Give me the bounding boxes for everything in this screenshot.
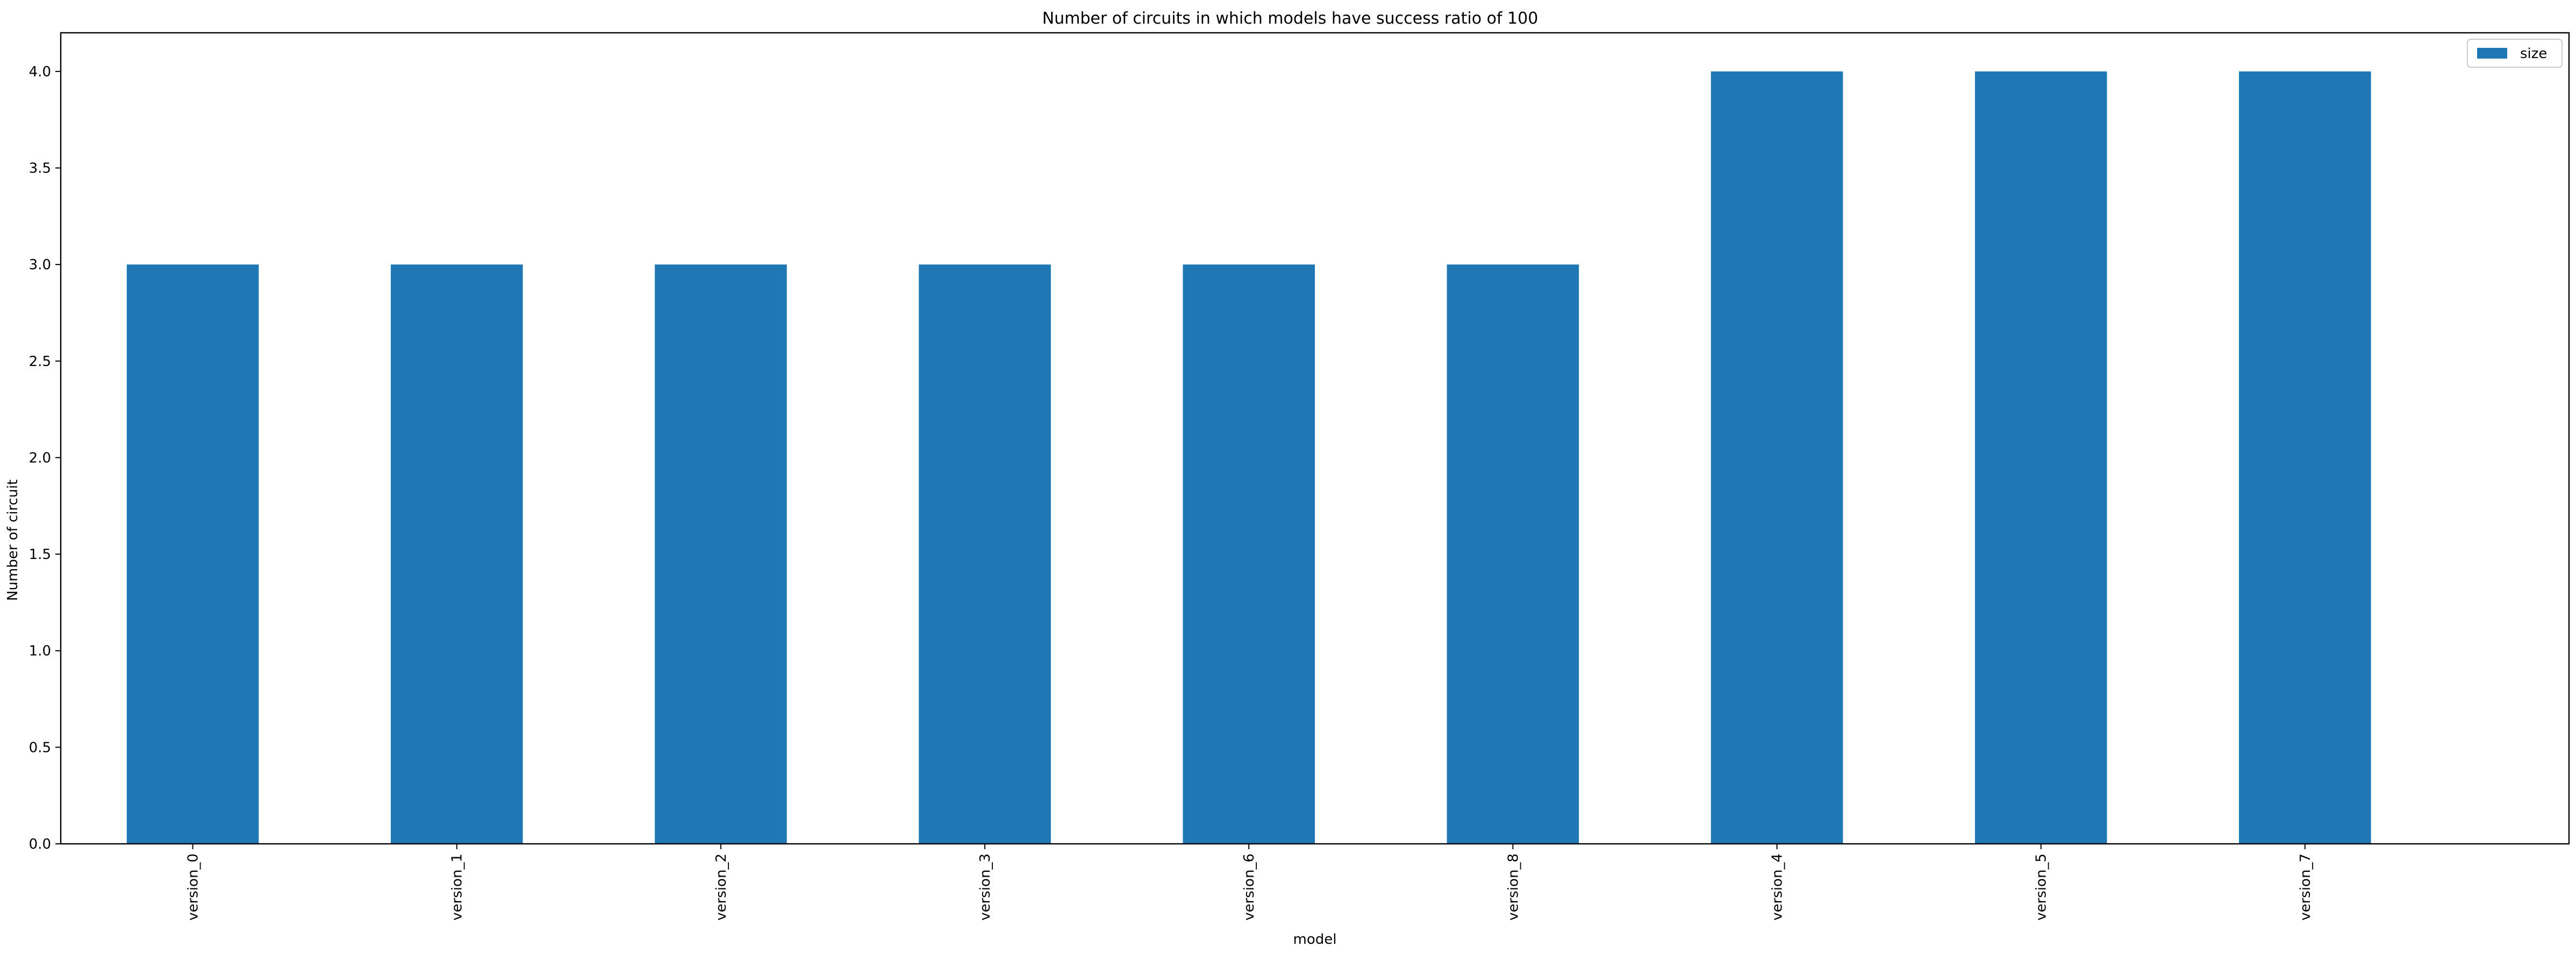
y-tick-label: 1.5: [29, 547, 51, 563]
x-tick-label-version_6: version_6: [1241, 854, 1257, 921]
bars-layer: [126, 71, 2371, 844]
x-tick-label-version_5: version_5: [2034, 854, 2050, 921]
x-axis: version_0 version_1 version_2 version_3 vers…: [185, 844, 2314, 921]
bar-version_7: [2239, 71, 2371, 844]
x-tick-label-version_8: version_8: [1505, 854, 1521, 921]
x-axis-label: model: [1293, 931, 1337, 948]
y-tick-label: 4.0: [29, 64, 51, 80]
x-tick-label-version_7: version_7: [2298, 854, 2314, 921]
bar-version_6: [1183, 264, 1315, 844]
x-tick-label-version_3: version_3: [977, 854, 993, 921]
bar-version_8: [1447, 264, 1579, 844]
y-axis-label: Number of circuit: [5, 479, 21, 601]
y-tick-label: 1.0: [29, 643, 51, 659]
y-tick-label: 0.5: [29, 740, 51, 756]
bar-version_5: [1974, 71, 2107, 844]
legend-swatch: [2477, 48, 2507, 59]
x-tick-label-version_1: version_1: [449, 854, 466, 921]
bar-version_1: [390, 264, 523, 844]
plot-frame: [60, 32, 2570, 845]
bar-version_4: [1711, 71, 1843, 844]
x-tick-label-version_4: version_4: [1770, 854, 1786, 921]
legend-box: [2467, 39, 2563, 68]
y-tick-label: 0.0: [29, 836, 51, 852]
legend-label-size: size: [2520, 46, 2547, 62]
bar-version_0: [126, 264, 259, 844]
y-tick-label: 2.5: [29, 354, 51, 370]
y-tick-label: 2.0: [29, 450, 51, 466]
bar-version_3: [919, 264, 1051, 844]
y-tick-label: 3.0: [29, 257, 51, 273]
x-tick-label-version_2: version_2: [713, 854, 729, 921]
y-axis: 0.0 0.5 1.0 1.5 2.0 2.5 3.0 3.5 4.0: [29, 64, 61, 852]
bar-version_2: [655, 264, 787, 844]
y-tick-label: 3.5: [29, 161, 51, 177]
legend: size: [2467, 39, 2563, 68]
x-tick-label-version_0: version_0: [185, 854, 202, 921]
chart-title: Number of circuits in which models have …: [1042, 9, 1539, 28]
